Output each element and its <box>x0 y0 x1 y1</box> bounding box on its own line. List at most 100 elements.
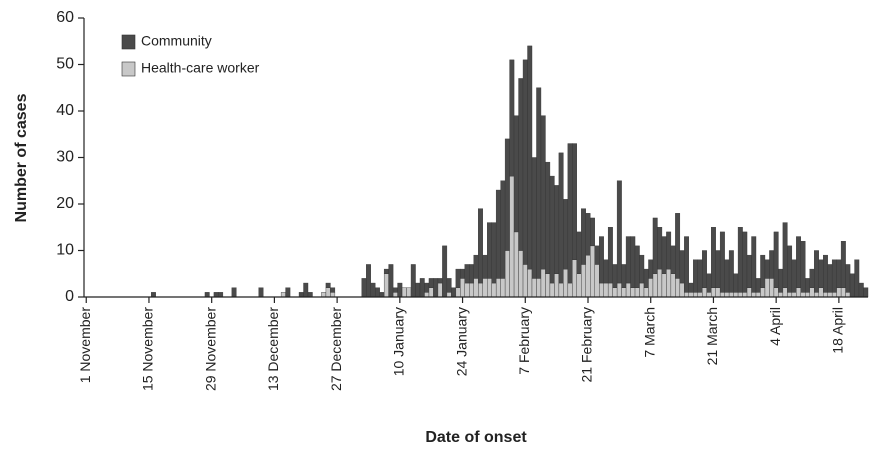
bar-segment <box>769 278 775 298</box>
bar-segment <box>330 287 336 293</box>
bar-segment <box>540 115 546 270</box>
bar-segment <box>307 292 313 298</box>
bar-segment <box>751 292 757 298</box>
bar-segment <box>491 222 497 284</box>
bar-segment <box>572 259 578 298</box>
bar-segment <box>634 287 640 298</box>
bar-segment <box>675 278 681 298</box>
x-tick-label: 15 November <box>140 307 156 391</box>
bar-segment <box>594 245 600 265</box>
x-tick-label: 7 February <box>516 307 532 375</box>
bar-segment <box>500 180 506 279</box>
bar-segment <box>487 222 492 279</box>
bar-segment <box>500 278 506 298</box>
bar-segment <box>531 157 537 279</box>
bar-segment <box>706 292 712 298</box>
bar-segment <box>531 278 537 298</box>
x-tick-label: 21 March <box>704 307 720 365</box>
bar-segment <box>733 273 739 293</box>
bar-segment <box>742 231 748 293</box>
bar-segment <box>397 282 403 298</box>
bar-segment <box>693 259 698 293</box>
bar-segment <box>401 287 407 298</box>
bar-segment <box>787 292 793 298</box>
bar-segment <box>778 292 784 298</box>
bar-segment <box>285 287 291 298</box>
bar-segment <box>840 240 846 288</box>
bar-segment <box>782 287 788 298</box>
bar-segment <box>478 208 483 284</box>
bar-segment <box>522 59 528 265</box>
bar-segment <box>831 292 837 298</box>
legend-swatch <box>121 61 136 77</box>
bar-segment <box>612 264 618 288</box>
bar-segment <box>460 268 466 279</box>
bar-segment <box>460 278 466 298</box>
bar-segment <box>724 292 730 298</box>
bar-segment <box>724 259 730 293</box>
bar-segment <box>375 287 380 298</box>
bar-segment <box>760 254 766 288</box>
x-tick-label: 21 February <box>579 307 595 382</box>
bar-segment <box>558 152 564 284</box>
bar-segment <box>652 217 658 274</box>
y-tick-label: 10 <box>56 242 74 259</box>
bar-segment <box>621 264 627 288</box>
bar-segment <box>688 292 694 298</box>
bar-segment <box>554 185 560 274</box>
bar-segment <box>590 245 595 298</box>
bar-segment <box>639 254 645 284</box>
bar-segment <box>621 287 627 298</box>
bar-segment <box>661 273 667 298</box>
bar-segment <box>455 287 461 298</box>
bar-segment <box>787 245 793 293</box>
bar-segment <box>518 78 524 251</box>
bar-segment <box>746 254 752 288</box>
bar-segment <box>854 259 860 298</box>
y-axis-title: Number of cases <box>13 93 30 222</box>
bar-segment <box>657 227 663 270</box>
bar-segment <box>818 259 824 288</box>
legend-label: Community <box>141 33 212 49</box>
bar-segment <box>773 231 779 288</box>
bar-segment <box>737 292 743 298</box>
bar-segment <box>487 278 492 298</box>
bar-segment <box>482 254 488 279</box>
bar-segment <box>648 259 654 279</box>
bar-segment <box>437 282 443 298</box>
x-tick-label: 10 January <box>391 307 407 376</box>
bar-segment <box>370 282 376 298</box>
bar-segment <box>805 292 810 298</box>
x-tick-label: 1 November <box>77 307 93 384</box>
bar-segment <box>258 287 264 298</box>
bar-segment <box>670 273 676 298</box>
bar-segment <box>473 254 479 279</box>
bar-segment <box>818 287 824 298</box>
bar-segment <box>581 208 586 265</box>
bar-segment <box>213 292 219 298</box>
bar-segment <box>415 282 421 298</box>
bar-segment <box>527 268 533 298</box>
bar-segment <box>388 264 394 298</box>
bar-segment <box>796 236 802 288</box>
bar-segment <box>554 273 560 298</box>
x-tick-label: 13 December <box>265 307 281 391</box>
bar-segment <box>845 292 851 298</box>
bar-segment <box>491 282 497 298</box>
bar-segment <box>778 268 784 293</box>
bar-segment <box>549 282 555 298</box>
y-tick-label: 30 <box>56 149 74 166</box>
bar-segment <box>383 273 389 298</box>
bar-segment <box>419 278 425 298</box>
y-tick-label: 40 <box>56 102 74 119</box>
bar-segment <box>545 161 551 274</box>
bar-segment <box>607 227 613 284</box>
bar-segment <box>742 292 748 298</box>
bar-segment <box>451 287 457 298</box>
bar-segment <box>428 287 434 298</box>
bar-segment <box>303 282 309 298</box>
bar-segment <box>711 287 716 298</box>
bar-segment <box>576 273 582 298</box>
bar-segment <box>697 259 703 293</box>
